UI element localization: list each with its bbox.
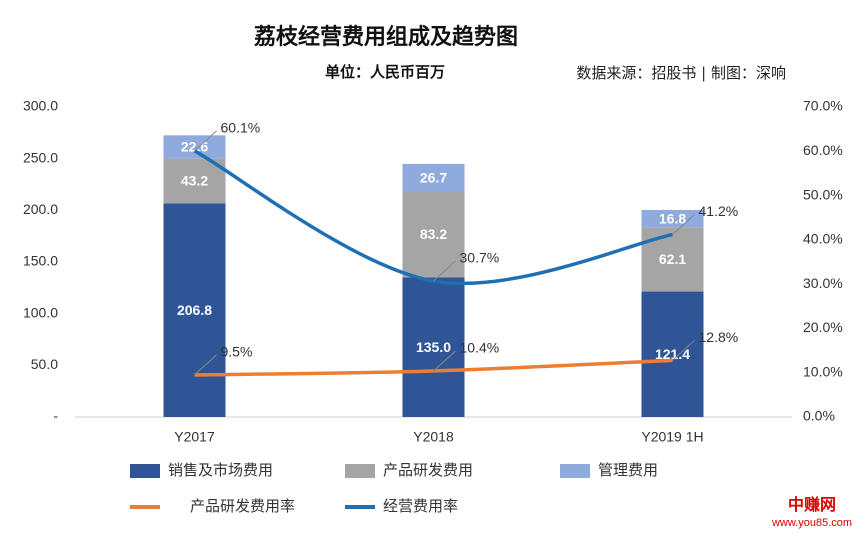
line-label: 41.2% [699,203,739,219]
leader-line [194,354,217,376]
line-label: 30.7% [460,250,500,266]
x-tick-label: Y2018 [413,429,454,445]
y2-tick-label: 20.0% [803,319,843,335]
y2-tick-label: 30.0% [803,275,843,291]
bar [163,203,226,417]
y2-tick-label: 0.0% [803,408,835,424]
watermark: www.you85.com [771,517,852,529]
bar-label: 121.4 [655,346,690,362]
line [193,149,673,286]
leader-line [672,339,695,361]
leader-line [433,350,456,372]
bar-label: 135.0 [416,339,451,355]
bar [402,163,465,192]
y-tick-label: 300.0 [23,98,58,114]
y2-tick-label: 60.0% [803,142,843,158]
source: 数据来源：招股书 | 制图：深响 [576,64,786,82]
line-label: 9.5% [221,344,253,360]
line [194,358,673,377]
line-label: 12.8% [699,329,739,345]
bar-label: 22.6 [181,139,208,155]
leader-line [672,214,695,235]
legend-label: 管理费用 [598,462,658,479]
bar-label: 62.1 [659,251,686,267]
leader-line [433,260,456,282]
line-label: 10.4% [460,340,500,356]
y-tick-label: - [53,408,58,424]
legend-swatch [130,464,160,478]
bar [402,191,465,278]
legend-label: 产品研发费用率 [190,498,295,515]
y2-tick-label: 40.0% [803,231,843,247]
y2-tick-label: 50.0% [803,186,843,202]
bar [163,158,226,204]
bar-label: 16.8 [659,210,686,226]
bar-label: 83.2 [420,226,447,242]
legend-swatch [345,464,375,478]
legend-label: 销售及市场费用 [168,462,273,479]
y-tick-label: 100.0 [23,304,58,320]
legend-label: 产品研发费用 [383,462,473,479]
bar [402,277,465,417]
bar-label: 43.2 [181,173,208,189]
bar [641,227,704,292]
subtitle: 单位：人民币百万 [325,63,445,81]
line-label: 60.1% [221,120,261,136]
y-tick-label: 150.0 [23,253,58,269]
bar [641,210,704,228]
watermark: 中赚网 [788,495,836,514]
bar [163,135,226,159]
chart-title: 荔枝经营费用组成及趋势图 [254,24,518,50]
bar [641,291,704,417]
y2-tick-label: 10.0% [803,363,843,379]
y2-tick-label: 70.0% [803,98,843,114]
legend-swatch [560,464,590,478]
bar-label: 206.8 [177,302,212,318]
legend-label: 经营费用率 [383,498,458,515]
x-tick-label: Y2017 [174,429,215,445]
x-tick-label: Y2019 1H [641,429,703,445]
y-tick-label: 200.0 [23,201,58,217]
y-tick-label: 250.0 [23,149,58,165]
leader-line [194,130,217,152]
y-tick-label: 50.0 [31,356,58,372]
bar-label: 26.7 [420,169,447,185]
